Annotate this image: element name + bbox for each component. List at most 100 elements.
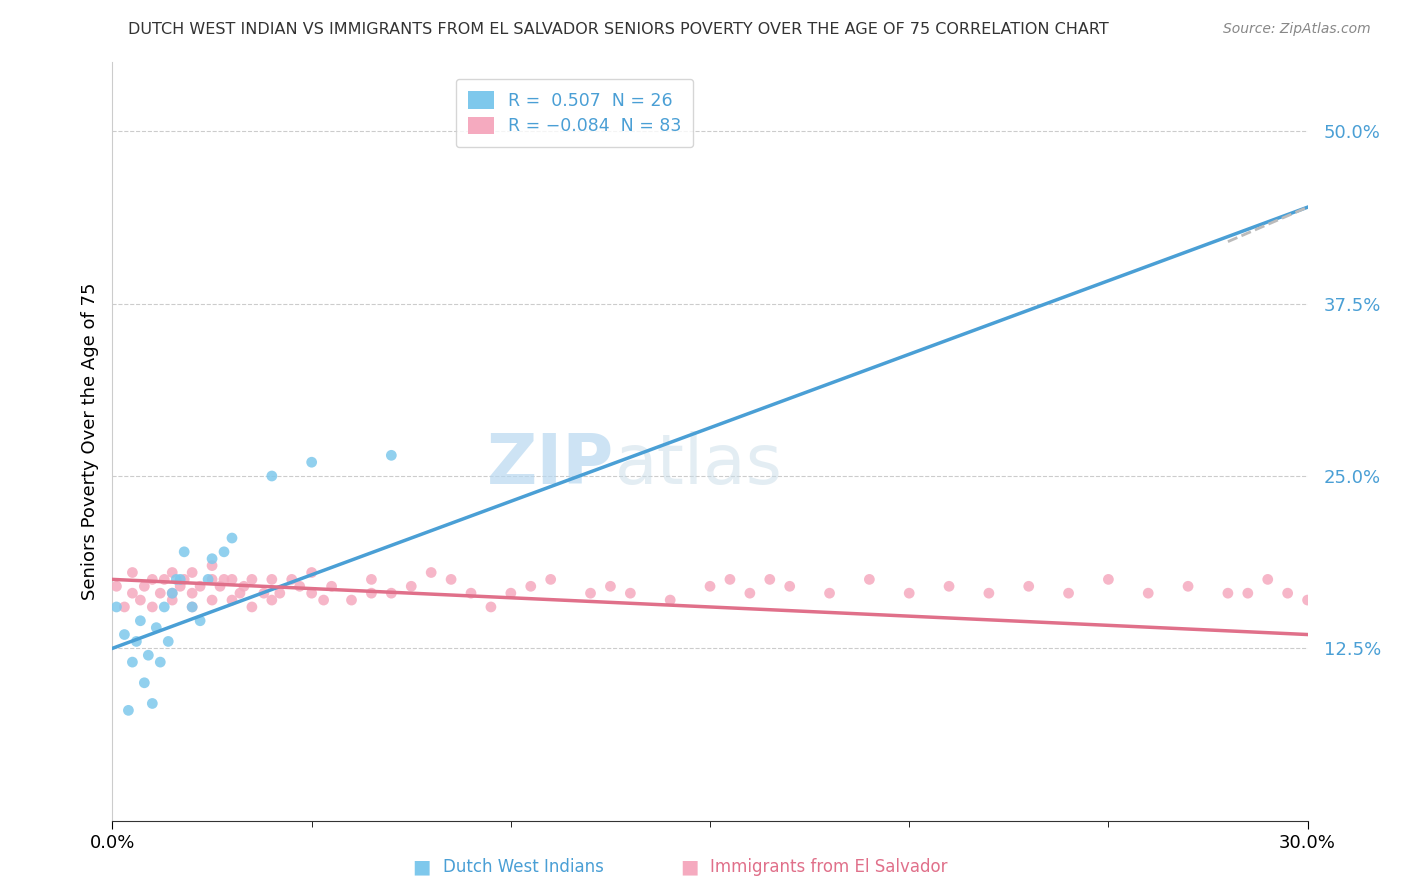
Point: [420, 566, 443, 580]
Point: [141, 599, 163, 614]
Point: [1097, 573, 1119, 587]
Point: [1277, 586, 1299, 600]
Point: [153, 573, 176, 587]
Point: [540, 573, 562, 587]
Text: ■: ■: [412, 857, 432, 876]
Point: [141, 573, 163, 587]
Point: [260, 469, 283, 483]
Point: [1177, 579, 1199, 593]
Point: [499, 586, 522, 600]
Point: [321, 579, 343, 593]
Point: [201, 573, 224, 587]
Point: [221, 573, 243, 587]
Point: [221, 531, 243, 545]
Point: [114, 599, 135, 614]
Point: [288, 579, 311, 593]
Point: [738, 586, 761, 600]
Point: [1237, 586, 1260, 600]
Point: [260, 573, 283, 587]
Point: [699, 579, 721, 593]
Point: [1296, 593, 1319, 607]
Point: [1376, 586, 1399, 600]
Point: [157, 634, 180, 648]
Point: [380, 448, 402, 462]
Point: [221, 593, 243, 607]
Point: [201, 593, 224, 607]
Y-axis label: Seniors Poverty Over the Age of 75: Seniors Poverty Over the Age of 75: [80, 283, 98, 600]
Text: Immigrants from El Salvador: Immigrants from El Salvador: [710, 858, 948, 876]
Point: [117, 703, 139, 717]
Point: [1257, 573, 1279, 587]
Point: [1396, 573, 1406, 587]
Point: [759, 573, 782, 587]
Point: [619, 586, 641, 600]
Text: ■: ■: [679, 857, 699, 876]
Point: [360, 573, 382, 587]
Point: [149, 586, 172, 600]
Point: [173, 545, 195, 559]
Point: [149, 655, 172, 669]
Text: atlas: atlas: [614, 431, 782, 498]
Point: [977, 586, 1000, 600]
Point: [260, 593, 283, 607]
Point: [1336, 607, 1358, 621]
Point: [173, 573, 195, 587]
Point: [440, 573, 463, 587]
Point: [269, 586, 291, 600]
Point: [1018, 579, 1040, 593]
Point: [301, 455, 323, 469]
Point: [281, 573, 304, 587]
Point: [779, 579, 801, 593]
Point: [301, 566, 323, 580]
Point: [1057, 586, 1080, 600]
Point: [114, 627, 135, 641]
Point: [380, 586, 402, 600]
Point: [162, 566, 183, 580]
Point: [479, 599, 502, 614]
Point: [134, 579, 156, 593]
Point: [169, 573, 191, 587]
Point: [233, 579, 256, 593]
Point: [165, 573, 187, 587]
Point: [105, 599, 128, 614]
Point: [818, 586, 841, 600]
Point: [301, 586, 323, 600]
Point: [181, 586, 204, 600]
Point: [162, 586, 183, 600]
Point: [579, 586, 602, 600]
Point: [312, 593, 335, 607]
Point: [599, 579, 621, 593]
Point: [169, 579, 191, 593]
Point: [145, 621, 167, 635]
Point: [858, 573, 880, 587]
Point: [229, 586, 252, 600]
Point: [1357, 579, 1379, 593]
Point: [125, 634, 148, 648]
Point: [181, 599, 204, 614]
Text: Source: ZipAtlas.com: Source: ZipAtlas.com: [1223, 22, 1371, 37]
Point: [460, 586, 482, 600]
Point: [520, 579, 543, 593]
Point: [898, 586, 921, 600]
Point: [121, 655, 143, 669]
Point: [240, 599, 263, 614]
Point: [401, 579, 423, 593]
Point: [188, 614, 211, 628]
Point: [105, 579, 128, 593]
Point: [212, 545, 235, 559]
Point: [129, 614, 152, 628]
Point: [138, 648, 160, 663]
Point: [1316, 573, 1339, 587]
Point: [1137, 586, 1160, 600]
Point: [188, 579, 211, 593]
Point: [181, 566, 204, 580]
Point: [162, 593, 183, 607]
Point: [938, 579, 960, 593]
Point: [240, 573, 263, 587]
Point: [360, 586, 382, 600]
Text: Dutch West Indians: Dutch West Indians: [443, 858, 603, 876]
Point: [212, 573, 235, 587]
Point: [141, 697, 163, 711]
Point: [162, 586, 183, 600]
Point: [718, 573, 741, 587]
